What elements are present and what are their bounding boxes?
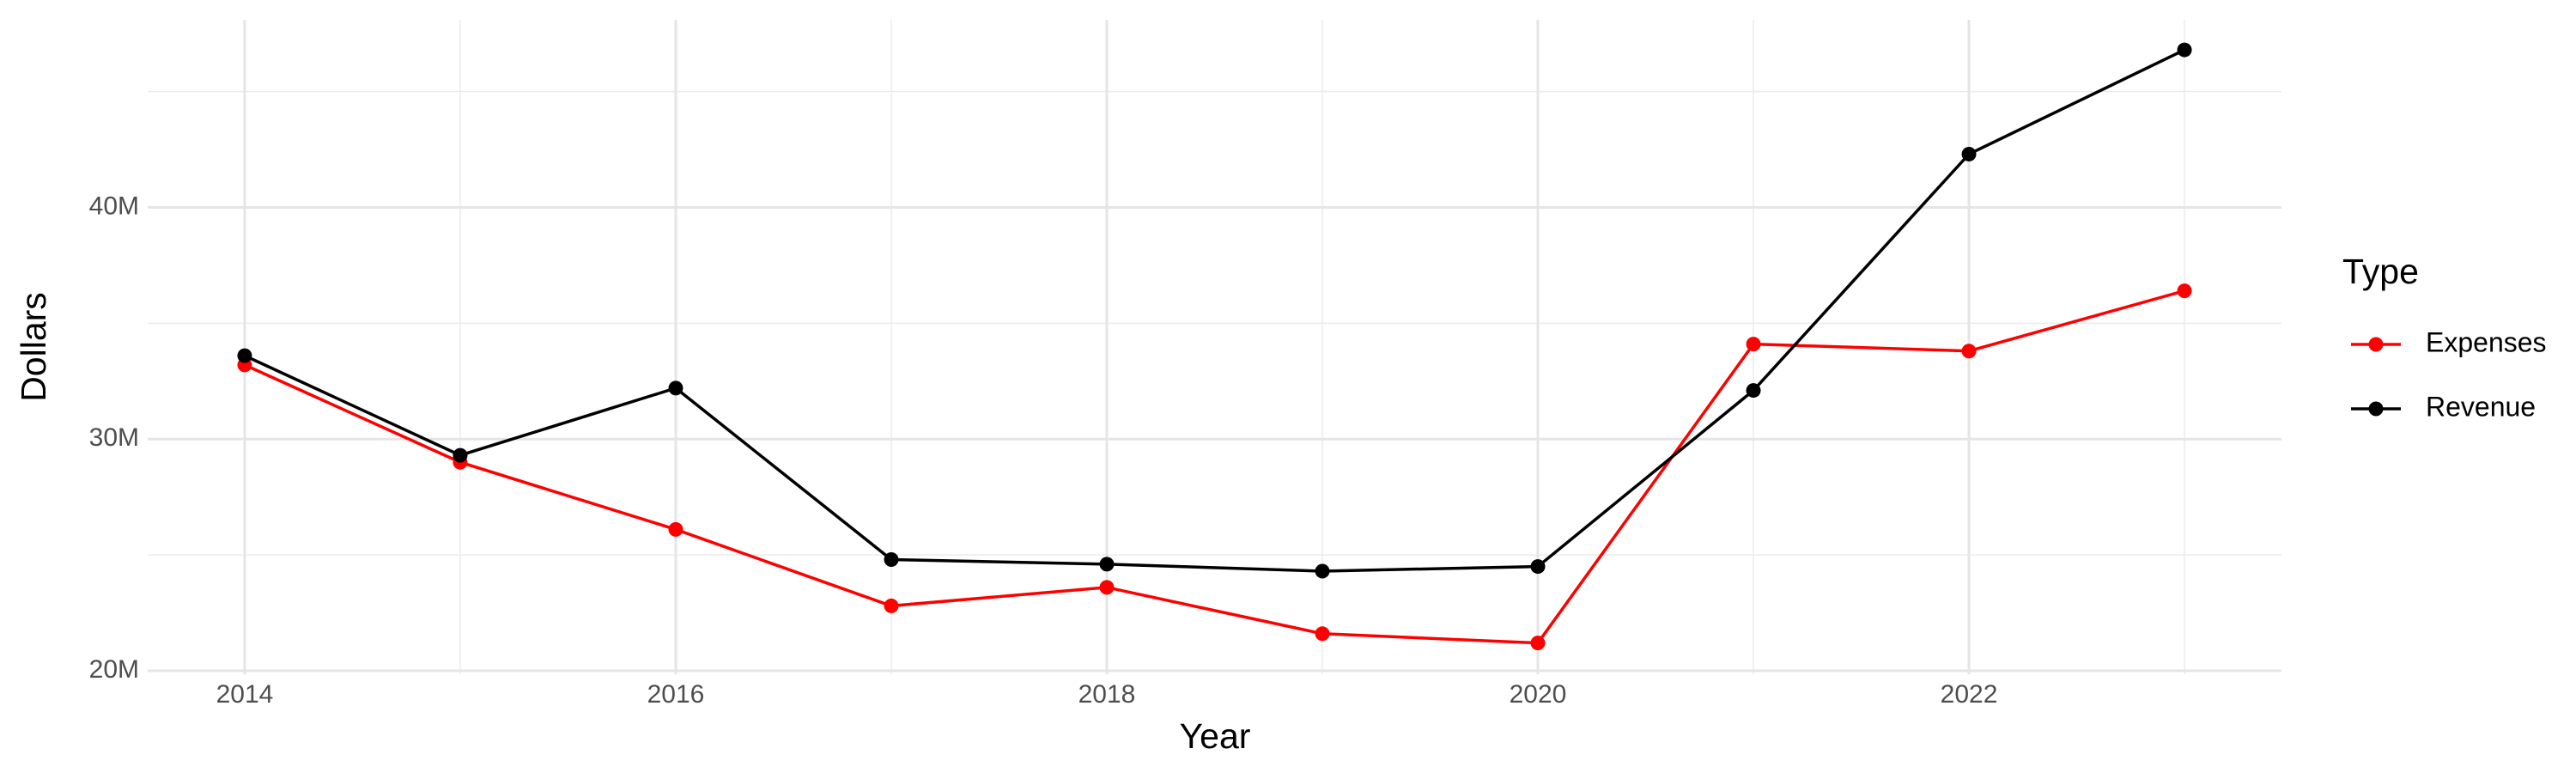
x-tick-label: 2018 xyxy=(1078,680,1136,709)
point xyxy=(1746,383,1761,399)
point xyxy=(668,380,683,396)
x-tick-label: 2016 xyxy=(647,680,705,709)
point xyxy=(453,447,468,463)
point xyxy=(1961,344,1977,359)
point xyxy=(2177,283,2192,299)
point xyxy=(1315,626,1330,642)
point xyxy=(1530,559,1546,575)
legend-title: Type xyxy=(2342,252,2419,291)
legend-key-point xyxy=(2368,337,2384,352)
x-axis-title: Year xyxy=(1180,716,1251,756)
y-tick-label: 30M xyxy=(89,423,139,452)
point xyxy=(1099,557,1115,572)
point xyxy=(1315,563,1330,579)
point xyxy=(1746,337,1761,352)
point xyxy=(2177,42,2192,58)
y-tick-label: 40M xyxy=(89,192,139,220)
y-axis-title: Dollars xyxy=(14,292,53,402)
series-line xyxy=(244,289,2185,645)
point xyxy=(884,551,899,567)
point xyxy=(237,348,252,363)
point xyxy=(1961,146,1977,161)
point xyxy=(884,598,899,613)
legend-label: Expenses xyxy=(2426,326,2547,357)
x-tick-label: 2020 xyxy=(1510,680,1567,709)
x-tick-label: 2014 xyxy=(216,680,274,709)
x-tick-label: 2022 xyxy=(1941,680,1998,709)
y-tick-label: 20M xyxy=(89,655,139,684)
point xyxy=(1530,636,1546,651)
series-line xyxy=(244,48,2185,573)
point xyxy=(1099,580,1115,595)
legend-key-point xyxy=(2368,401,2384,417)
point xyxy=(668,521,683,537)
legend-label: Revenue xyxy=(2426,391,2536,422)
